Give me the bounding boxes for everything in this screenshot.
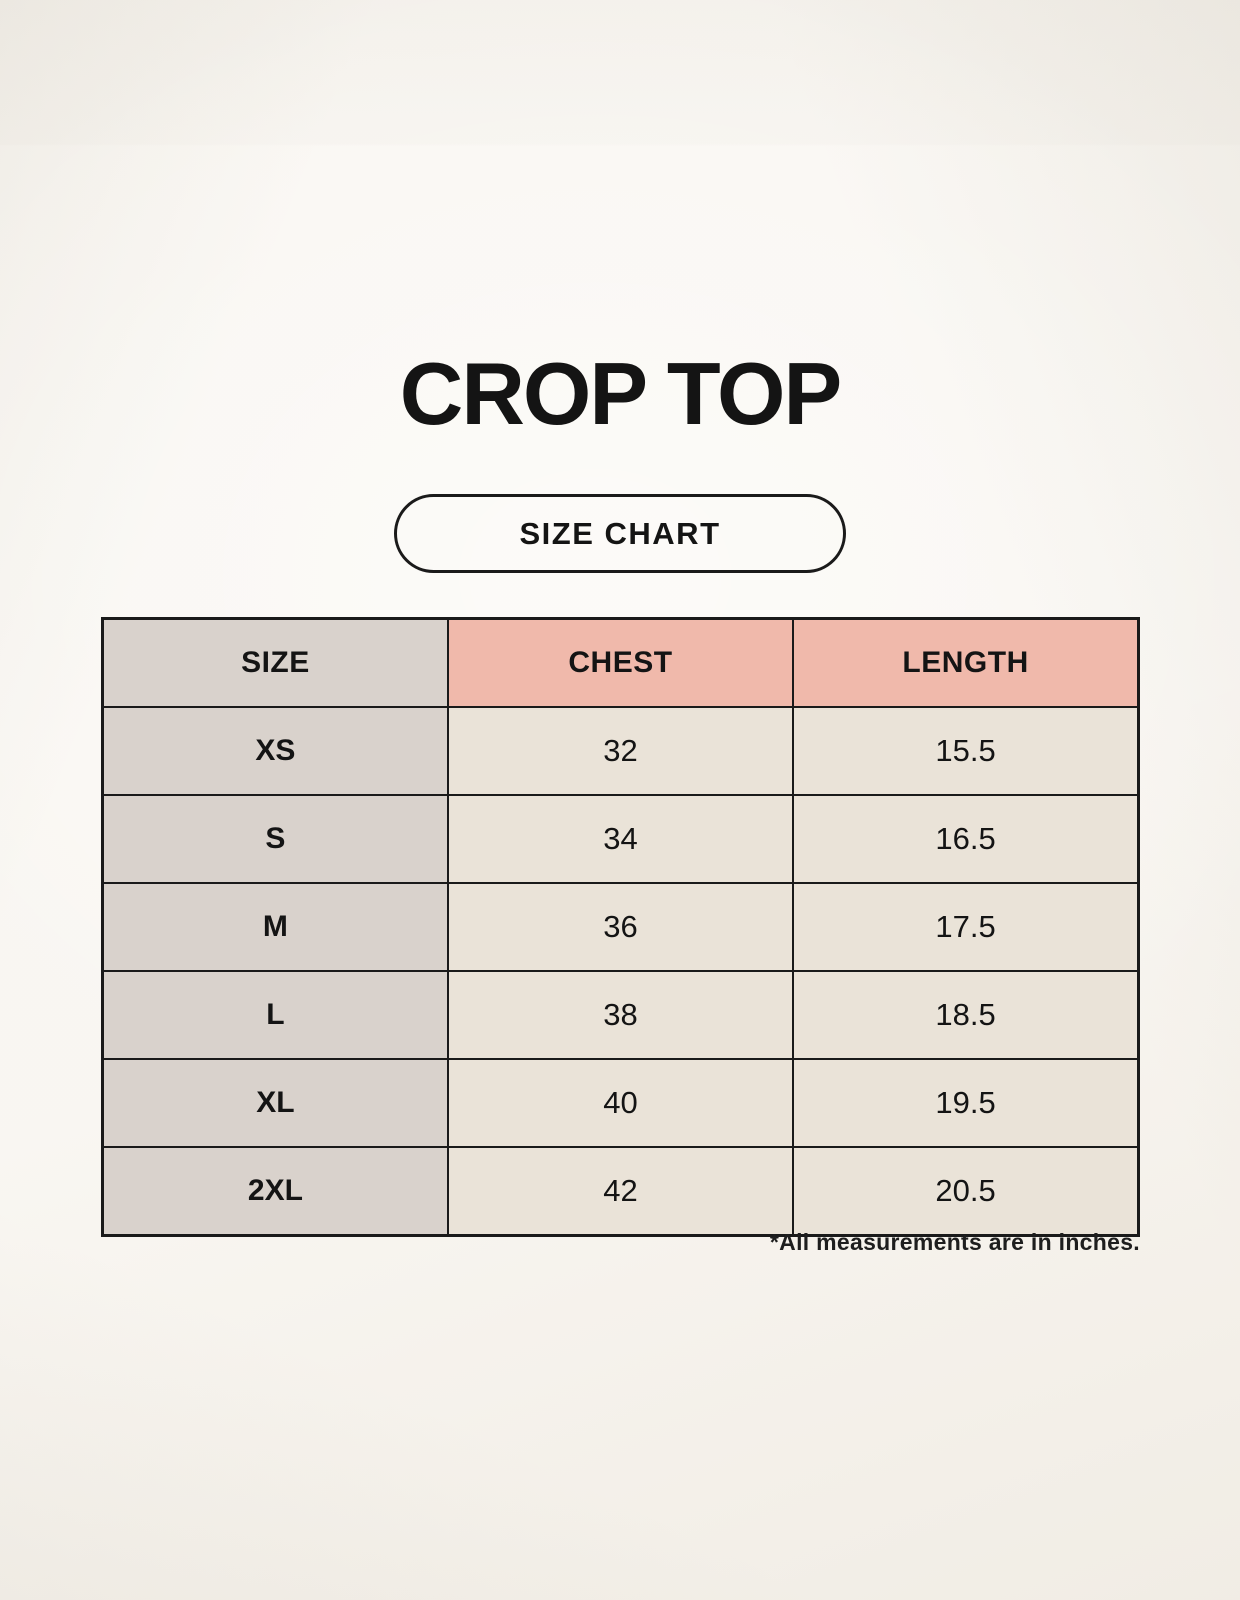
table-row-m: M 36 17.5: [101, 882, 1140, 972]
measurement-note: *All measurements are in inches.: [769, 1229, 1140, 1255]
length-value-cell: 16.5: [792, 794, 1140, 884]
length-value-cell: 15.5: [792, 706, 1140, 796]
table-row-xl: XL 40 19.5: [101, 1058, 1140, 1148]
length-value-cell: 20.5: [792, 1146, 1140, 1237]
size-chart-table: SIZE CHEST LENGTH XS 32 15.5 S 34 16.5 M…: [101, 617, 1140, 1237]
size-chart-badge-label: SIZE CHART: [519, 515, 721, 551]
size-label-cell: 2XL: [101, 1146, 449, 1237]
chest-value-cell: 40: [446, 1058, 795, 1148]
table-header: SIZE CHEST LENGTH: [101, 617, 1140, 708]
table-row-2xl: 2XL 42 20.5: [101, 1146, 1140, 1237]
header-row: SIZE CHEST LENGTH: [101, 617, 1140, 708]
size-column-header: SIZE: [101, 617, 449, 708]
table-row-s: S 34 16.5: [101, 794, 1140, 884]
size-label-cell: XL: [101, 1058, 449, 1148]
chest-value-cell: 32: [446, 706, 795, 796]
chest-value-cell: 34: [446, 794, 795, 884]
table-row-l: L 38 18.5: [101, 970, 1140, 1060]
chest-value-cell: 38: [446, 970, 795, 1060]
length-column-header: LENGTH: [792, 617, 1140, 708]
table-row-xs: XS 32 15.5: [101, 706, 1140, 796]
size-label-cell: M: [101, 882, 449, 972]
length-value-cell: 18.5: [792, 970, 1140, 1060]
size-label-cell: S: [101, 794, 449, 884]
chest-value-cell: 36: [446, 882, 795, 972]
size-label-cell: XS: [101, 706, 449, 796]
length-value-cell: 19.5: [792, 1058, 1140, 1148]
page-title: CROP TOP: [399, 344, 842, 443]
size-chart-badge: SIZE CHART: [394, 494, 846, 573]
length-value-cell: 17.5: [792, 882, 1140, 972]
chest-column-header: CHEST: [446, 617, 795, 708]
chest-value-cell: 42: [446, 1146, 795, 1237]
table-body: XS 32 15.5 S 34 16.5 M 36 17.5 L 38 18.5…: [101, 706, 1140, 1237]
size-label-cell: L: [101, 970, 449, 1060]
